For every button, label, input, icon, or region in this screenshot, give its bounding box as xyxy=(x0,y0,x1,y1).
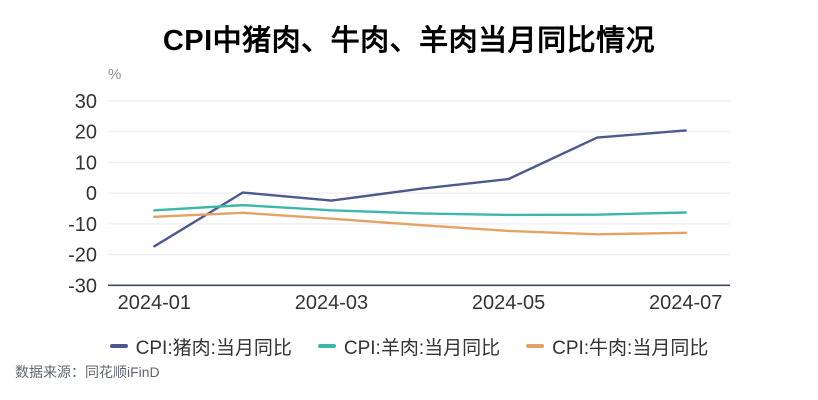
series-line xyxy=(153,211,687,236)
y-tick-label: 30 xyxy=(75,91,97,113)
y-tick-label: 20 xyxy=(75,122,97,144)
y-tick-label: -10 xyxy=(68,214,97,236)
legend-label: CPI:羊肉:当月同比 xyxy=(343,337,501,359)
series-line xyxy=(153,129,687,248)
y-tick-label: -20 xyxy=(68,245,97,267)
series-line xyxy=(153,203,687,217)
y-tick-label: 10 xyxy=(75,152,97,174)
legend-item: CPI:牛肉:当月同比 xyxy=(526,333,708,360)
legend-label: CPI:猪肉:当月同比 xyxy=(135,337,292,359)
x-tick-label: 2024-05 xyxy=(472,292,545,314)
legend: CPI:猪肉:当月同比 CPI:羊肉:当月同比 CPI:牛肉:当月同比 xyxy=(0,333,818,360)
legend-item: CPI:猪肉:当月同比 xyxy=(109,333,292,360)
x-tick-label: 2024-01 xyxy=(118,292,191,314)
y-tick-label: 0 xyxy=(86,183,97,205)
data-source-note: 数据来源：同花顺iFinD xyxy=(15,364,160,380)
y-axis-unit-label: % xyxy=(108,66,121,83)
y-tick-label: -30 xyxy=(68,275,97,297)
x-tick-label: 2024-07 xyxy=(649,292,722,314)
legend-swatch-icon xyxy=(317,344,336,348)
x-tick-label: 2024-03 xyxy=(295,292,368,314)
chart-title: CPI中猪肉、牛肉、羊肉当月同比情况 xyxy=(162,25,656,57)
legend-item: CPI:羊肉:当月同比 xyxy=(317,333,501,360)
legend-swatch-icon xyxy=(109,344,128,348)
legend-label: CPI:牛肉:当月同比 xyxy=(552,337,709,359)
legend-swatch-icon xyxy=(526,344,545,348)
